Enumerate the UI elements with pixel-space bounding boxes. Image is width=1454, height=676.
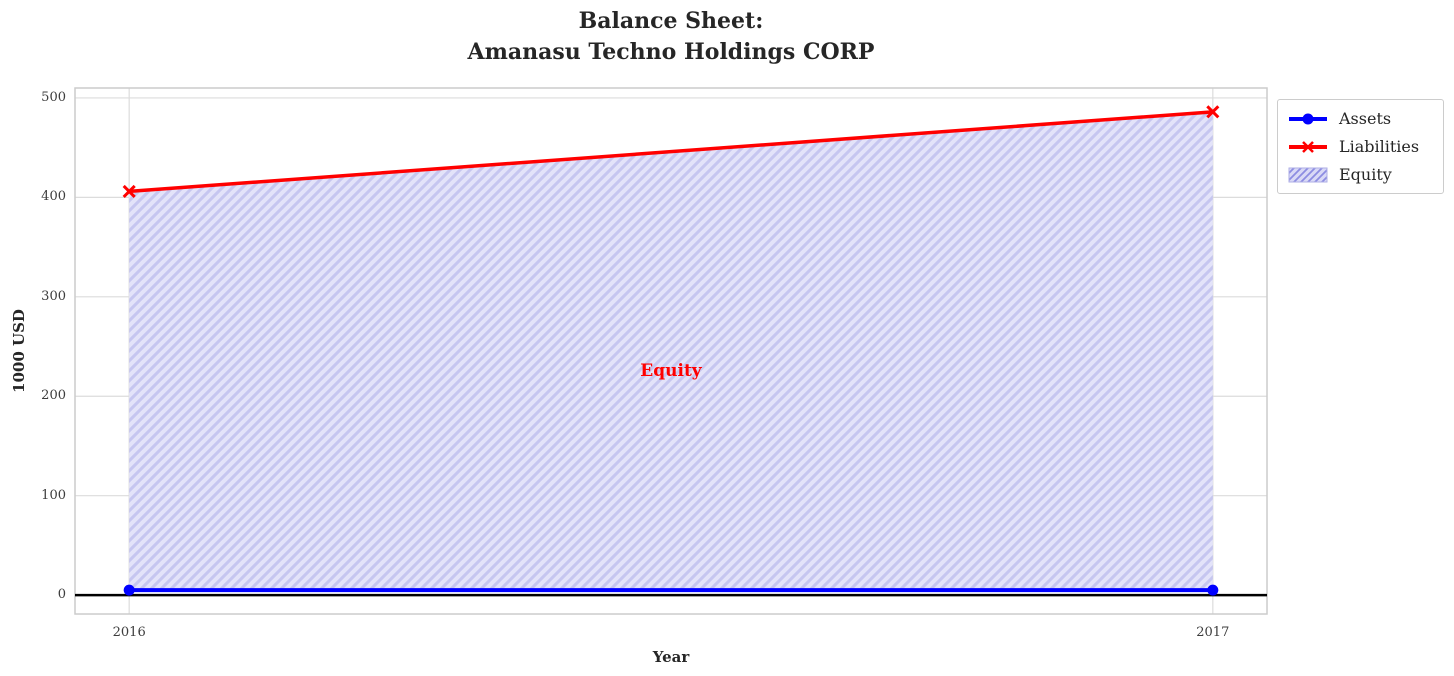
- legend-label: Assets: [1339, 109, 1392, 128]
- x-tick-label-2017: 2017: [1196, 625, 1230, 640]
- legend-item-equity: Equity: [1288, 163, 1433, 186]
- x-tick-label-2016: 2016: [112, 625, 146, 640]
- chart-title-line1: Balance Sheet:: [578, 8, 764, 34]
- legend-item-liabilities: Liabilities: [1288, 135, 1433, 158]
- legend: Assets Liabilities Equity: [1277, 99, 1444, 194]
- liabilities-line-swatch-icon: [1288, 139, 1328, 155]
- y-tick-label-100: 100: [41, 487, 66, 503]
- legend-label: Equity: [1339, 165, 1392, 184]
- y-tick-label-300: 300: [41, 288, 66, 304]
- y-tick-label-400: 400: [41, 189, 66, 205]
- x-axis-label: Year: [652, 648, 690, 666]
- equity-area-annotation: Equity: [640, 361, 702, 382]
- chart-title-line2: Amanasu Techno Holdings CORP: [467, 39, 875, 65]
- chart-title: Balance Sheet: Amanasu Techno Holdings C…: [468, 6, 875, 68]
- assets-line-swatch-icon: [1288, 111, 1328, 127]
- y-tick-label-200: 200: [41, 388, 66, 404]
- equity-hatch-swatch-icon: [1288, 167, 1328, 183]
- y-axis-label: 1000 USD: [10, 309, 28, 393]
- y-tick-label-0: 0: [57, 587, 66, 603]
- legend-label: Liabilities: [1339, 137, 1420, 156]
- y-tick-label-500: 500: [41, 89, 66, 105]
- legend-item-assets: Assets: [1288, 107, 1433, 130]
